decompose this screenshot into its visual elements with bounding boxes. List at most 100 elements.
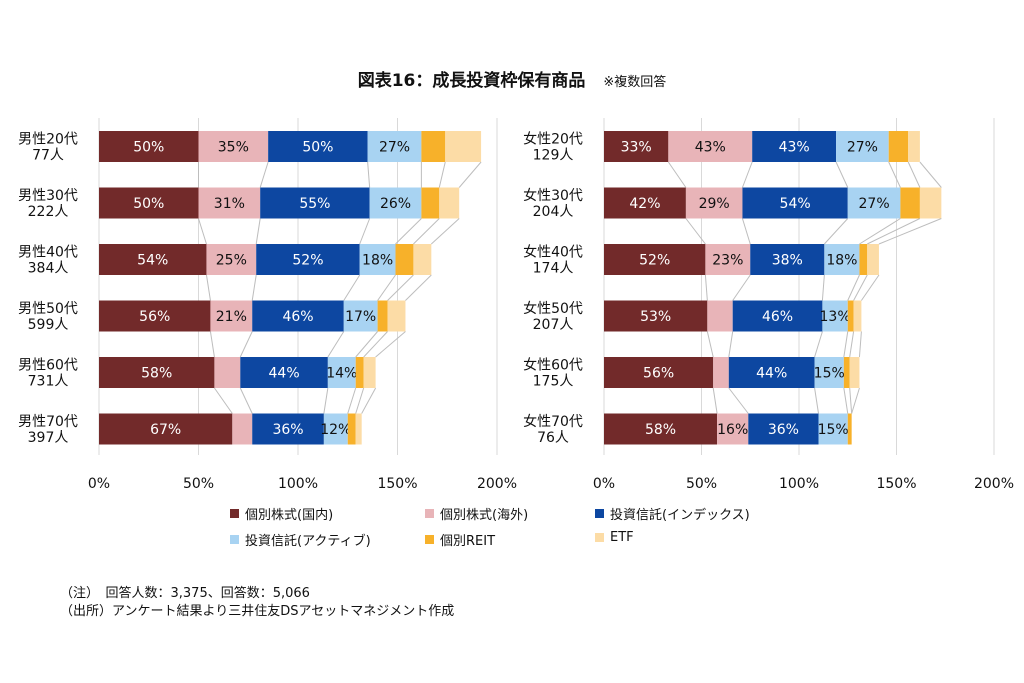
x-tick-label: 150%: [876, 476, 916, 492]
series-connector: [867, 218, 921, 245]
bar-segment: [198, 187, 261, 219]
category-count-label: 731人: [28, 374, 69, 390]
data-label: 54%: [137, 253, 168, 269]
category-count-label: 174人: [533, 261, 574, 277]
series-connector: [214, 387, 233, 414]
series-connector: [355, 387, 365, 414]
data-label: 31%: [214, 196, 245, 212]
data-label: 33%: [621, 140, 652, 156]
legend-item: 個別株式(国内): [230, 504, 333, 523]
data-label: 44%: [269, 366, 300, 382]
bar-segment: [836, 131, 889, 162]
bar-segment: [604, 300, 708, 332]
series-connector: [323, 387, 329, 414]
series-connector: [814, 331, 823, 358]
data-label: 38%: [772, 253, 803, 269]
x-tick-label: 100%: [779, 476, 819, 492]
bar-segment: [919, 187, 942, 219]
bar-segment: [814, 357, 844, 388]
series-connector: [430, 218, 460, 245]
bar-segment: [99, 357, 215, 388]
bar-segment: [252, 413, 324, 445]
data-label: 15%: [814, 366, 845, 382]
category-count-label: 76人: [537, 430, 569, 446]
data-label: 29%: [699, 196, 730, 212]
bar-segment: [849, 357, 860, 388]
series-connector: [919, 161, 942, 188]
series-connector: [355, 331, 378, 358]
data-label: 43%: [779, 140, 810, 156]
bar-segment: [387, 300, 406, 332]
legend-item: 個別REIT: [425, 530, 495, 549]
series-connector: [704, 274, 708, 301]
series-connector: [205, 274, 211, 301]
category-label: 男性70代: [18, 414, 78, 430]
data-label: 35%: [218, 140, 249, 156]
bar-segment: [343, 300, 378, 332]
bar-segment: [604, 413, 718, 445]
category-count-label: 222人: [28, 204, 69, 220]
series-connector: [849, 387, 853, 414]
category-label: 女性30代: [523, 187, 583, 204]
series-connector: [741, 161, 753, 188]
bar-segment: [752, 131, 837, 162]
series-connector: [821, 274, 825, 301]
series-connector: [859, 218, 901, 245]
legend-item: 投資信託(インデックス): [595, 504, 750, 523]
legend-label: 個別株式(海外): [440, 508, 529, 523]
bar-segment: [439, 187, 460, 219]
series-connector: [814, 387, 819, 414]
data-label: 25%: [216, 253, 247, 269]
legend-label: 投資信託(アクティブ): [245, 534, 371, 549]
series-connector: [835, 161, 849, 188]
bar-segment: [377, 300, 388, 332]
bar-segment: [707, 300, 733, 332]
category-label: 女性70代: [523, 413, 583, 430]
bar-segment: [99, 187, 199, 219]
data-label: 18%: [826, 253, 857, 269]
series-connector: [860, 274, 880, 301]
bar-segment: [818, 413, 848, 445]
series-connector: [377, 274, 396, 301]
bar-segment: [256, 244, 360, 275]
series-connector: [363, 331, 388, 358]
data-label: 50%: [302, 140, 333, 156]
category-count-label: 77人: [32, 148, 64, 164]
bar-segment: [198, 131, 269, 162]
series-connector: [327, 331, 345, 358]
series-connector: [823, 218, 849, 245]
category-count-label: 207人: [533, 317, 574, 333]
bar-segment: [742, 187, 848, 219]
data-label: 46%: [762, 309, 793, 325]
title-note: ※複数回答: [603, 75, 667, 90]
data-label: 55%: [299, 196, 330, 212]
bar-segment: [347, 413, 356, 445]
data-label: 54%: [780, 196, 811, 212]
series-connector: [851, 387, 860, 414]
x-tick-label: 200%: [477, 476, 517, 492]
data-label: 12%: [320, 422, 351, 438]
bar-segment: [99, 244, 207, 275]
note-respondents: （注） 回答人数：3,375、回答数：5,066: [60, 586, 310, 601]
series-connector: [853, 274, 868, 301]
series-connector: [367, 161, 371, 188]
data-label: 43%: [695, 140, 726, 156]
category-label: 女性20代: [523, 131, 583, 148]
data-label: 15%: [818, 422, 849, 438]
bar-segment: [843, 357, 850, 388]
data-label: 36%: [272, 422, 303, 438]
series-connector: [849, 331, 855, 358]
bar-segment: [214, 357, 241, 388]
bar-segment: [685, 187, 743, 219]
series-connector: [878, 218, 942, 245]
series-connector: [888, 161, 901, 188]
series-connector: [843, 387, 849, 414]
category-label: 男性60代: [18, 358, 78, 374]
legend-swatch: [595, 509, 604, 518]
series-connector: [359, 218, 371, 245]
data-label: 46%: [282, 309, 313, 325]
bar-segment: [824, 244, 860, 275]
data-label: 42%: [629, 196, 660, 212]
data-label: 67%: [150, 422, 181, 438]
note-source: （出所）アンケート結果より三井住友DSアセットマネジメント作成: [60, 604, 455, 619]
